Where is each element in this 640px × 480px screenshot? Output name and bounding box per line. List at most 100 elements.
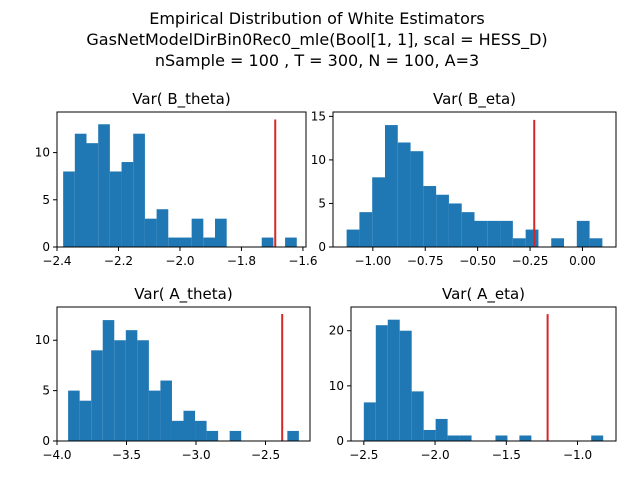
histogram-bar <box>474 220 488 247</box>
x-tick-label: −2.2 <box>104 254 133 268</box>
histogram-bar <box>372 177 385 247</box>
histogram-bar <box>375 325 388 441</box>
histogram-bar <box>397 142 411 247</box>
y-tick-label: 5 <box>318 196 326 210</box>
y-tick-label: 5 <box>42 384 50 398</box>
histogram-bar <box>589 238 603 247</box>
x-tick-label: −0.75 <box>407 254 444 268</box>
histogram-bar <box>495 435 508 441</box>
histogram-panel-a-theta: Var( A_theta) −4.0 −3.5 −3.0 −2.5 0 5 10 <box>35 285 311 462</box>
histogram-bar <box>436 194 449 247</box>
histogram-bar <box>500 220 513 247</box>
histogram-bar <box>91 350 103 441</box>
histogram-bar <box>215 218 227 247</box>
histogram-bar <box>171 420 184 441</box>
histogram-bar <box>525 229 539 247</box>
x-tick-label: −2.5 <box>349 448 378 462</box>
x-tick-label: −1.5 <box>492 448 521 462</box>
histogram-panel-b-theta: Var( B_theta) −2.4 −2.2 −2.0 −1.8 −1.6 0 5 10 <box>35 90 318 268</box>
x-tick-label: −2.0 <box>165 254 194 268</box>
y-tick-label: 10 <box>35 146 50 160</box>
histogram-bar <box>399 330 412 441</box>
y-tick-label: 15 <box>311 109 326 123</box>
histogram-bar <box>487 220 501 247</box>
histogram-panel-a-eta: Var( A_eta) −2.5 −2.0 −1.5 −1.0 0 10 20 <box>329 285 617 462</box>
histogram-bar <box>148 390 161 441</box>
histogram-bar <box>63 171 75 247</box>
panel-title: Var( B_eta) <box>433 90 516 109</box>
x-tick-label: −4.0 <box>42 448 71 462</box>
histogram-bar <box>86 143 99 247</box>
histogram-bar <box>160 380 172 441</box>
histogram-bar <box>459 435 472 441</box>
x-tick-label: −3.0 <box>181 448 210 462</box>
axes-frame <box>332 111 617 248</box>
histogram-bar <box>168 237 180 247</box>
y-tick-label: 0 <box>318 240 326 254</box>
y-tick-label: 20 <box>329 324 344 338</box>
histogram-bar <box>195 420 207 441</box>
histogram-bar <box>519 435 532 441</box>
histogram-bar <box>285 237 297 247</box>
histogram-bar <box>410 151 424 247</box>
histogram-bar <box>179 237 192 247</box>
histogram-bar <box>435 418 448 441</box>
histogram-bar <box>229 430 242 441</box>
histogram-bar <box>121 162 134 247</box>
histogram-bar <box>384 125 398 247</box>
histogram-bar <box>144 218 157 247</box>
panel-title: Var( A_theta) <box>134 285 232 304</box>
histogram-bar <box>346 229 360 247</box>
histogram-bar <box>125 330 138 441</box>
histogram-bar <box>461 212 475 247</box>
histogram-bar <box>448 203 462 247</box>
x-tick-label: 0.00 <box>569 254 596 268</box>
y-tick-label: 0 <box>42 434 50 448</box>
histogram-bar <box>102 320 115 441</box>
histogram-bar <box>576 220 590 247</box>
panel-title: Var( A_eta) <box>442 285 525 304</box>
histogram-bar <box>114 340 126 441</box>
histogram-bar <box>183 410 196 441</box>
histogram-bar <box>359 212 373 247</box>
histogram-bar <box>133 133 145 247</box>
x-tick-label: −1.00 <box>354 254 391 268</box>
histogram-bar <box>423 429 436 441</box>
histogram-bar <box>68 390 80 441</box>
histogram-bar <box>98 124 110 247</box>
histogram-bar <box>156 209 169 247</box>
panel-title: Var( B_theta) <box>132 90 230 109</box>
histogram-bar <box>363 402 376 441</box>
histogram-bar <box>387 319 400 441</box>
y-tick-label: 10 <box>35 333 50 347</box>
histogram-bar <box>109 171 122 247</box>
histogram-bar <box>206 430 219 441</box>
histogram-bar <box>287 430 299 441</box>
x-tick-label: −2.5 <box>251 448 280 462</box>
histogram-bar <box>261 237 274 247</box>
x-tick-label: −1.8 <box>227 254 256 268</box>
histogram-bar <box>551 238 565 247</box>
histogram-bar <box>191 218 204 247</box>
axes-frame <box>350 306 617 442</box>
y-tick-label: 10 <box>311 153 326 167</box>
axes-frame <box>56 111 307 248</box>
histogram-bar <box>137 340 149 441</box>
histogram-bar <box>591 435 604 441</box>
x-tick-label: −0.50 <box>459 254 496 268</box>
axes-frame <box>56 306 311 442</box>
histogram-bar <box>512 238 526 247</box>
histogram-bar <box>423 186 437 247</box>
histogram-bar <box>447 435 460 441</box>
histogram-bar <box>203 237 216 247</box>
y-tick-label: 10 <box>329 379 344 393</box>
x-tick-label: −0.25 <box>512 254 549 268</box>
x-tick-label: −1.6 <box>288 254 317 268</box>
y-tick-label: 0 <box>336 434 344 448</box>
histogram-bar <box>74 133 87 247</box>
y-tick-label: 0 <box>42 240 50 254</box>
y-tick-label: 5 <box>42 193 50 207</box>
figure-title-line-1: Empirical Distribution of White Estimato… <box>149 9 485 28</box>
histogram-panel-b-eta: Var( B_eta) −1.00 −0.75 −0.50 −0.25 0.00 0 5 10 1… <box>311 90 617 268</box>
